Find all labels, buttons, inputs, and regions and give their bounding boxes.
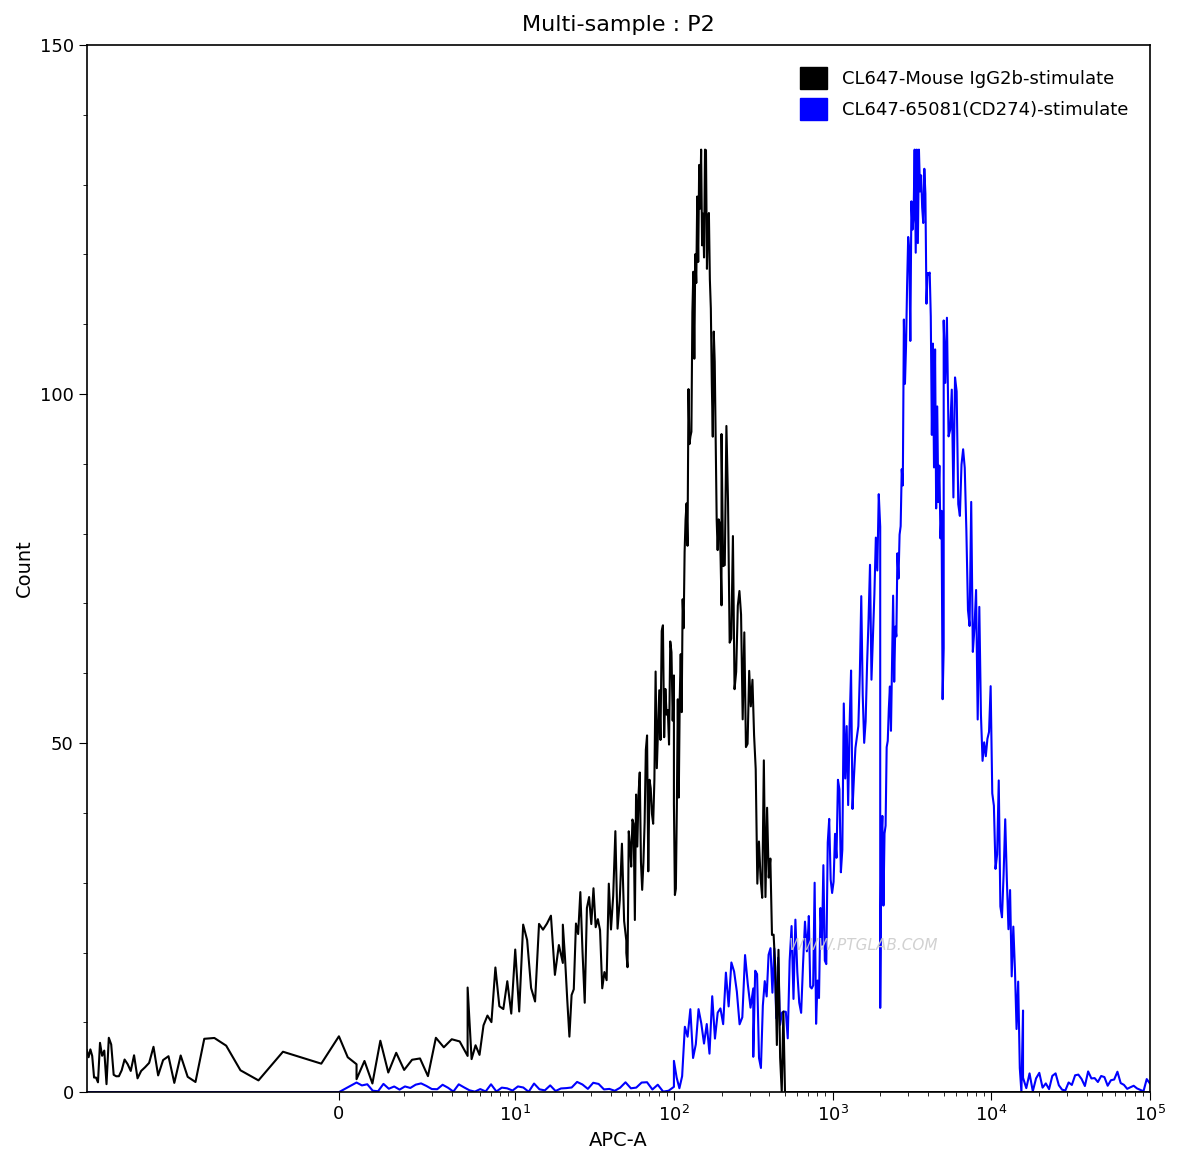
Legend: CL647-Mouse IgG2b-stimulate, CL647-65081(CD274)-stimulate: CL647-Mouse IgG2b-stimulate, CL647-65081… xyxy=(794,59,1136,127)
Text: WWW.PTGLAB.COM: WWW.PTGLAB.COM xyxy=(788,938,938,953)
Title: Multi-sample : P2: Multi-sample : P2 xyxy=(522,15,715,35)
Y-axis label: Count: Count xyxy=(15,539,34,598)
X-axis label: APC-A: APC-A xyxy=(589,1131,648,1150)
